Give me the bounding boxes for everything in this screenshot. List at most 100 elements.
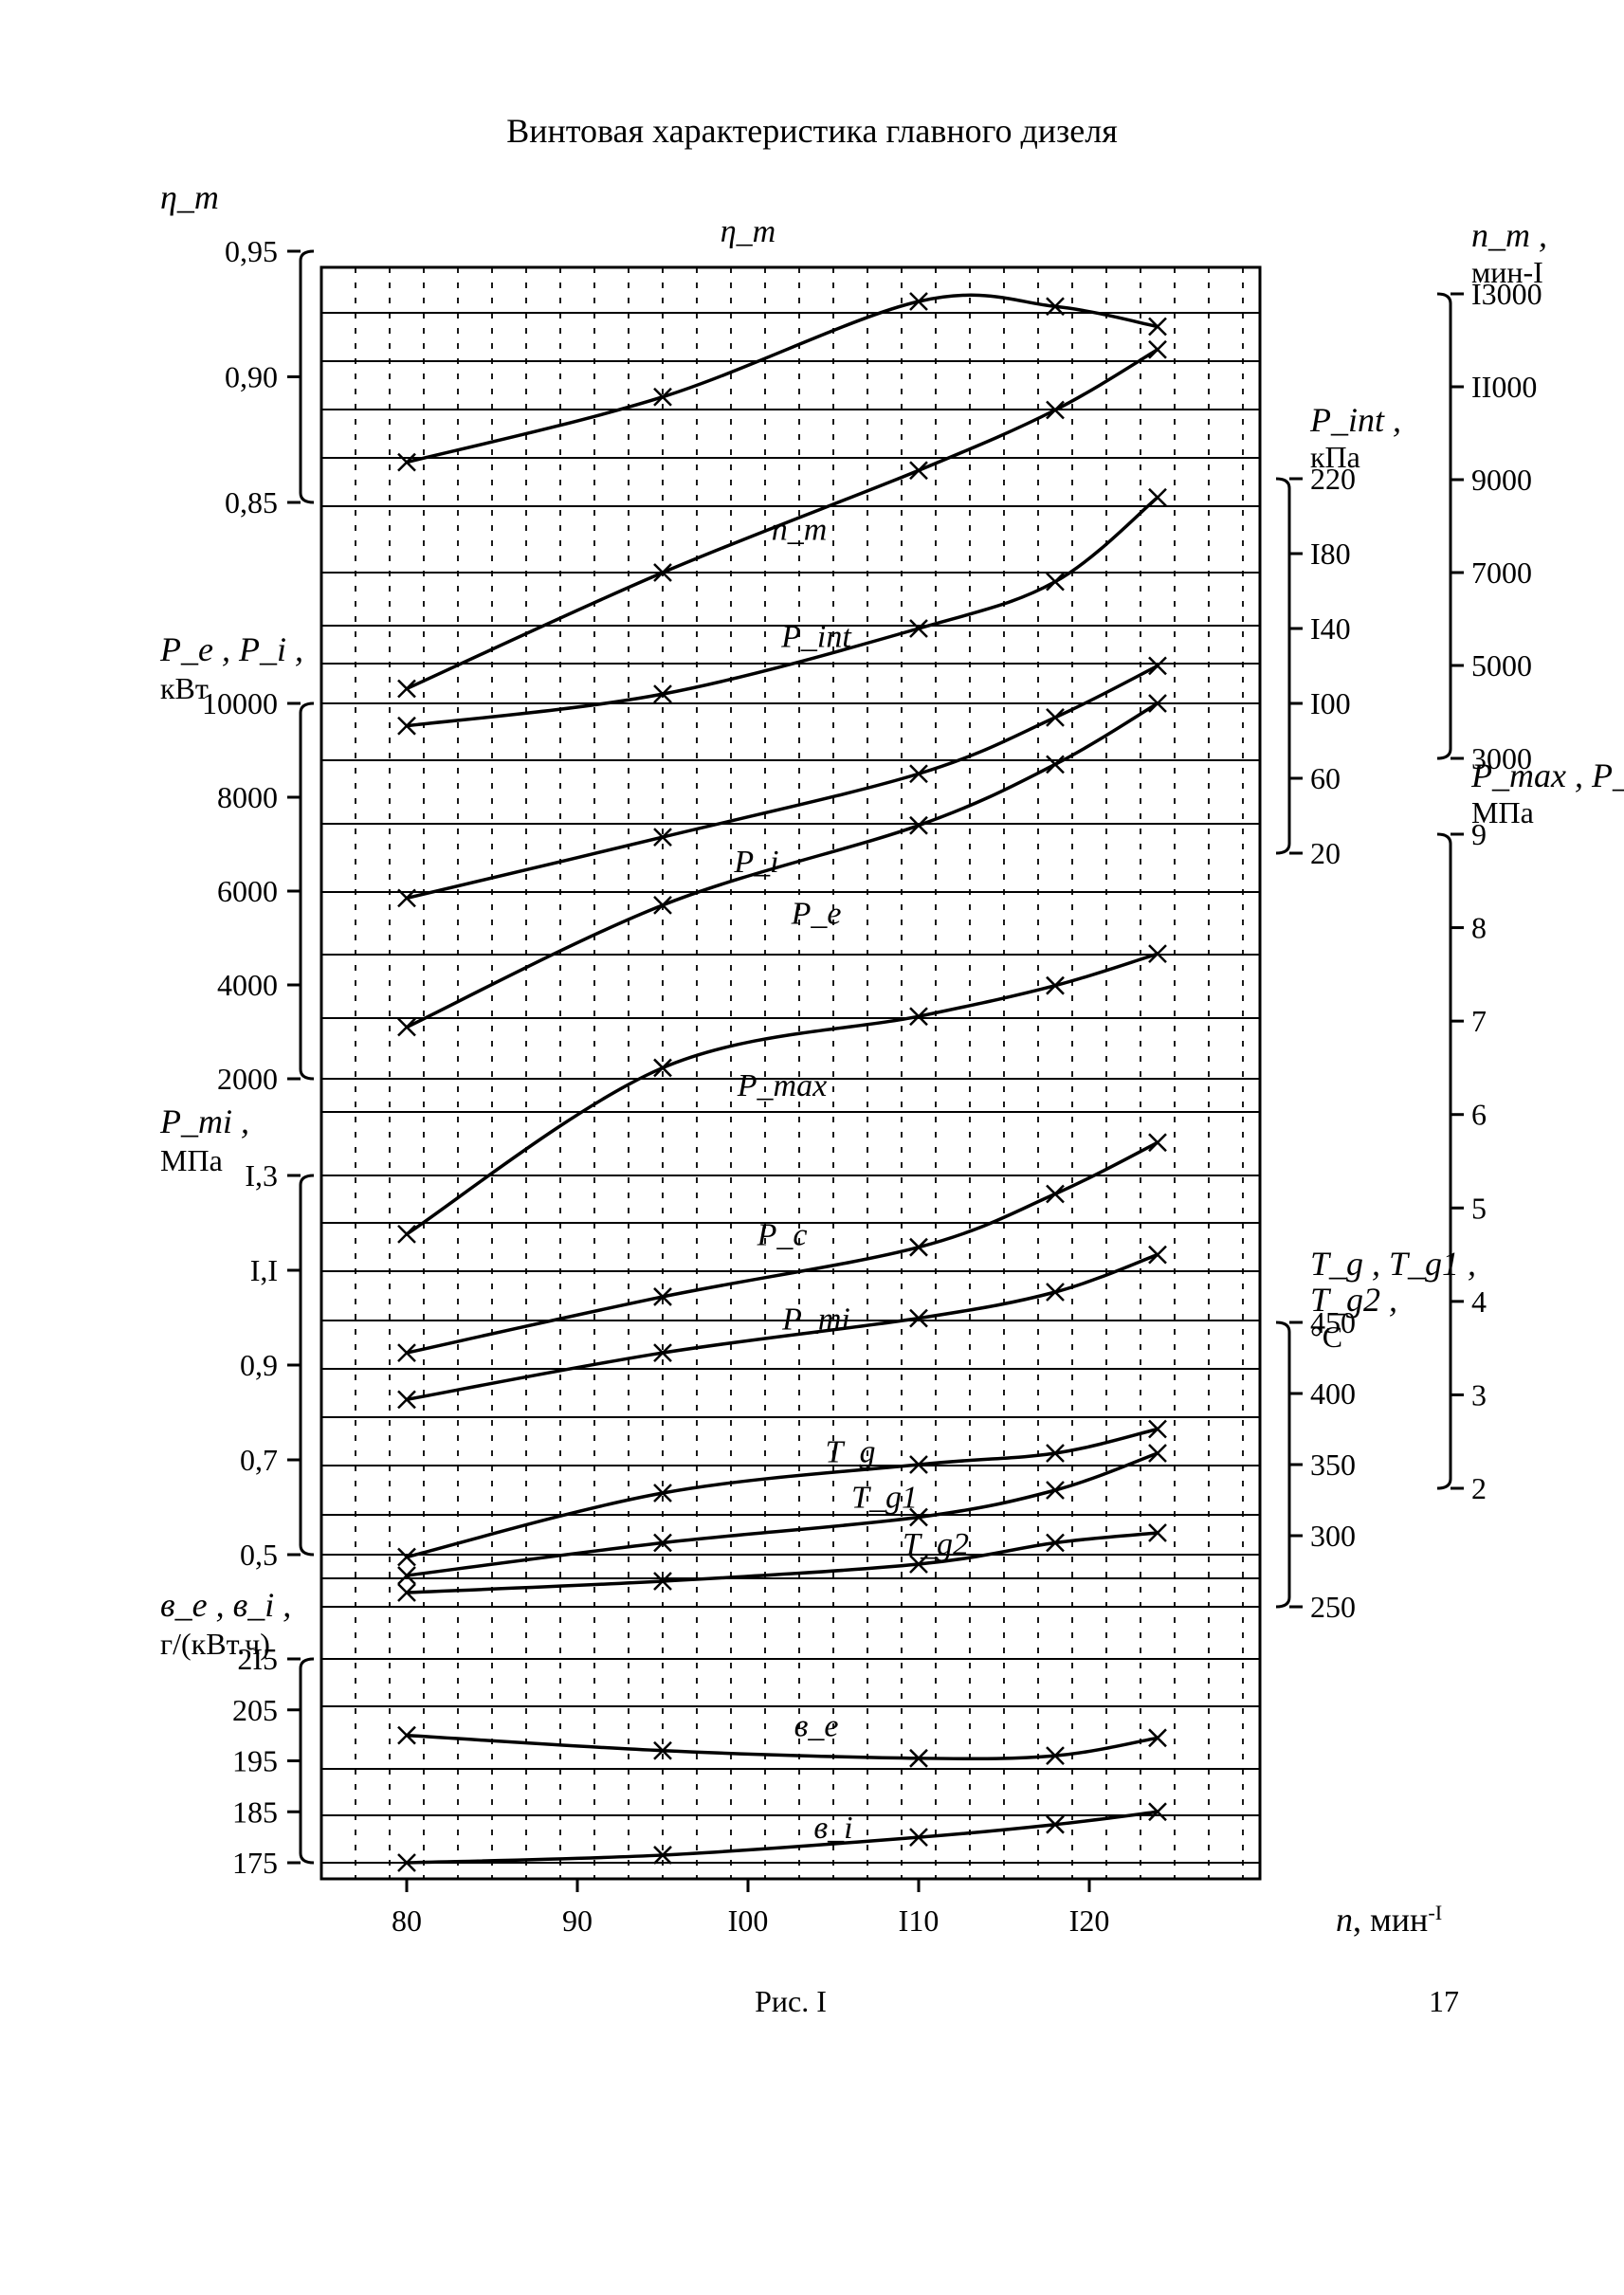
figure-caption: Рис. I [755,1984,827,2018]
axis-label: P_max , P_c , [1470,756,1624,794]
marker-x [910,817,927,834]
marker-x [1149,489,1166,506]
axis-tick-label: 0,95 [225,234,278,268]
axis-tick-label: 4000 [217,968,278,1002]
axis-tick-label: I80 [1310,537,1351,571]
axis-label: η_m [160,178,219,216]
marker-x [1047,574,1064,591]
axis-tick-label: 250 [1310,1590,1356,1624]
axis-tick-label: 400 [1310,1376,1356,1411]
marker-x [398,681,415,698]
marker-x [1047,1186,1064,1203]
marker-x [1149,341,1166,358]
axis-bracket [301,251,314,502]
curve-label: η_m [721,214,776,249]
x-tick-label: 80 [392,1903,422,1938]
page-number: 17 [1429,1984,1459,2018]
axis-tick-label: 7000 [1471,556,1532,590]
curve-label: P_max [737,1068,827,1103]
axis-bracket [301,1175,314,1555]
engineering-chart: 8090I00I10I20n, мин-I0,950,900,85η_m1000… [0,0,1624,2295]
curve-label: в_e [794,1708,839,1743]
axis-bracket [301,703,314,1079]
axis-tick-label: 6000 [217,874,278,908]
axis-unit: кПа [1310,440,1360,474]
axis-label: n_т , [1471,216,1547,254]
axis-tick-label: I,I [250,1253,278,1287]
chart-title: Винтовая характеристика главного дизеля [506,112,1118,150]
axis-tick-label: I00 [1310,686,1351,720]
axis-unit: г/(кВт.ч) [160,1627,270,1661]
axis-tick-label: I,3 [245,1158,278,1193]
axis-label: P_mi , [159,1102,249,1140]
axis-tick-label: II000 [1471,370,1537,404]
curve-label: T_g [826,1435,876,1470]
curve-в_i [407,1812,1158,1863]
axis-tick-label: 3 [1471,1377,1487,1412]
axis-unit: кВт [160,671,209,705]
marker-x [654,897,671,914]
axis-tick-label: 8000 [217,780,278,814]
axis-tick-label: 205 [232,1693,278,1727]
axis-tick-label: 0,5 [240,1538,278,1572]
axis-label: P_e , P_i , [159,630,303,668]
marker-x [1149,657,1166,674]
x-tick-label: 90 [562,1903,593,1938]
curve-T_g2 [407,1533,1158,1593]
marker-x [1149,1445,1166,1462]
curve-label: в_i [813,1811,852,1846]
x-tick-label: I20 [1069,1903,1110,1938]
axis-tick-label: 300 [1310,1519,1356,1553]
marker-x [1047,709,1064,726]
axis-tick-label: 0,9 [240,1348,278,1382]
axis-bracket [1276,479,1289,853]
x-tick-label: I10 [899,1903,940,1938]
curve-label: P_int [780,620,852,655]
curve-P_i [407,665,1158,898]
axis-tick-label: 5000 [1471,648,1532,683]
axis-tick-label: 0,85 [225,485,278,519]
marker-x [910,765,927,782]
axis-tick-label: 9000 [1471,463,1532,497]
curve-label: n_т [772,513,828,548]
marker-x [1149,1247,1166,1264]
axis-tick-label: 185 [232,1794,278,1829]
curve-label: P_e [791,897,842,932]
axis-label: T_g2 , [1310,1281,1397,1319]
axis-tick-label: 2000 [217,1062,278,1096]
axis-tick-label: 60 [1310,761,1341,795]
x-tick-label: I00 [728,1903,769,1938]
axis-tick-label: 0,7 [240,1443,278,1477]
marker-x [398,1226,415,1243]
axis-tick-label: 175 [232,1846,278,1880]
axis-tick-label: 8 [1471,911,1487,945]
axis-unit: °C [1310,1320,1342,1354]
axis-tick-label: 0,90 [225,360,278,394]
axis-tick-label: I40 [1310,611,1351,646]
marker-x [1047,756,1064,773]
marker-x [910,462,927,479]
curve-P_e [407,703,1158,1028]
curve-label: P_c [757,1218,808,1253]
axis-unit: МПа [160,1143,223,1177]
axis-tick-label: 6 [1471,1098,1487,1132]
x-axis-label: n, мин-I [1336,1901,1442,1940]
axis-tick-label: 20 [1310,836,1341,870]
marker-x [1149,1134,1166,1151]
axis-bracket [301,1659,314,1863]
axis-tick-label: 350 [1310,1448,1356,1482]
axis-label: P_int , [1309,401,1401,439]
axis-tick-label: 7 [1471,1004,1487,1038]
curve-η_m [407,295,1158,462]
axis-unit: мин-I [1471,255,1543,289]
curve-label: T_g1 [851,1481,918,1516]
axis-tick-label: 2 [1471,1471,1487,1505]
axis-label: T_g , T_g1 , [1310,1245,1476,1283]
marker-x [398,1019,415,1036]
curve-в_e [407,1736,1158,1759]
axis-unit: МПа [1471,795,1534,829]
axis-bracket [1437,834,1451,1488]
axis-tick-label: 5 [1471,1191,1487,1225]
axis-bracket [1276,1322,1289,1607]
axis-tick-label: 10000 [202,686,278,720]
